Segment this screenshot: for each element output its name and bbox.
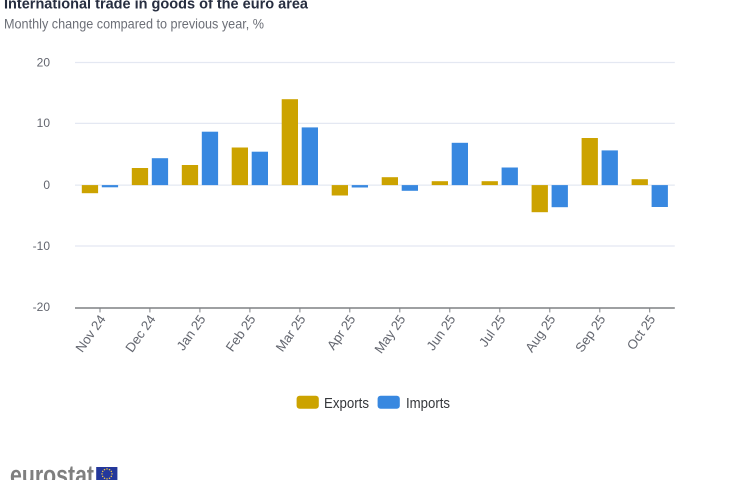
svg-text:Jun 25: Jun 25 (423, 312, 458, 353)
svg-text:20: 20 (37, 55, 51, 69)
svg-text:Exports: Exports (324, 395, 369, 412)
svg-text:Apr 25: Apr 25 (324, 312, 359, 352)
svg-text:May 25: May 25 (371, 312, 408, 356)
svg-text:Jan 25: Jan 25 (174, 312, 209, 353)
svg-text:-10: -10 (33, 239, 51, 253)
svg-text:Monthly change compared to pre: Monthly change compared to previous year… (4, 16, 264, 32)
svg-text:International trade in goods o: International trade in goods of the euro… (4, 0, 309, 13)
svg-text:Oct 25: Oct 25 (624, 312, 659, 352)
svg-text:Mar 25: Mar 25 (273, 312, 309, 354)
svg-text:0: 0 (43, 178, 50, 192)
svg-text:Jul 25: Jul 25 (476, 312, 508, 349)
svg-text:10: 10 (37, 116, 51, 130)
svg-text:Aug 25: Aug 25 (522, 312, 558, 355)
svg-text:Imports: Imports (406, 395, 450, 412)
svg-text:Dec 24: Dec 24 (122, 312, 158, 355)
svg-text:Feb 25: Feb 25 (223, 312, 259, 354)
svg-text:-20: -20 (33, 300, 51, 314)
svg-text:eurostat: eurostat (10, 460, 94, 480)
svg-text:Sep 25: Sep 25 (572, 312, 608, 355)
svg-text:Nov 24: Nov 24 (72, 312, 108, 355)
